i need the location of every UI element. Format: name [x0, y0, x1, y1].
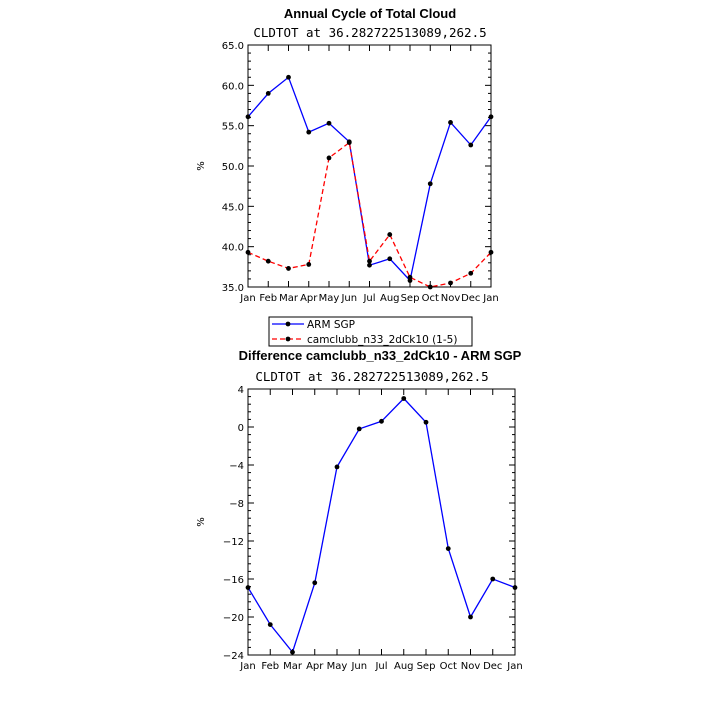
y-tick-label: 4 [238, 385, 244, 396]
chart-title: Annual Cycle of Total Cloud [284, 6, 456, 21]
y-tick-label: −24 [223, 651, 244, 662]
x-tick-label: Apr [300, 293, 318, 304]
x-tick-label: Dec [483, 661, 502, 672]
data-point [356, 426, 362, 432]
data-point [379, 418, 384, 424]
x-tick-label: May [319, 293, 340, 304]
y-tick-label: 65.0 [222, 41, 244, 52]
data-point [267, 622, 273, 627]
data-point [407, 274, 413, 280]
y-tick-label: 40.0 [222, 243, 244, 254]
data-point [367, 258, 372, 264]
data-point [334, 464, 340, 470]
x-tick-label: Jul [374, 661, 387, 672]
data-point [468, 614, 473, 620]
x-tick-label: Aug [394, 661, 414, 672]
data-point [490, 576, 496, 582]
x-tick-label: Oct [422, 293, 439, 304]
x-tick-label: Jan [239, 293, 255, 304]
x-tick-label: Feb [259, 293, 277, 304]
y-axis-label: % [196, 517, 207, 527]
x-tick-label: Mar [283, 661, 303, 672]
data-point [367, 262, 372, 268]
data-point [448, 280, 453, 286]
x-tick-label: Sep [401, 293, 420, 304]
data-point [387, 256, 393, 262]
chart-title: Difference camclubb_n33_2dCk10 - ARM SGP [239, 348, 522, 363]
data-point [387, 232, 393, 237]
x-tick-label: Apr [306, 661, 324, 672]
data-point [326, 120, 332, 126]
plot-frame [247, 44, 492, 288]
x-tick-label: May [327, 661, 348, 672]
data-point [468, 142, 474, 148]
y-axis-label: % [196, 161, 207, 171]
y-tick-label: 35.0 [222, 283, 244, 294]
legend-box [268, 316, 473, 347]
y-tick-label: −16 [223, 575, 244, 586]
y-tick-label: −20 [223, 613, 244, 624]
data-point [290, 649, 295, 655]
chart-subtitle: CLDTOT at 36.282722513089,262.5 [253, 25, 486, 40]
x-tick-label: Oct [440, 661, 457, 672]
legend-marker-camclubb [285, 336, 291, 342]
y-tick-label: 45.0 [222, 202, 244, 213]
legend-label-camclubb: camclubb_n33_2dCk10 (1-5) [307, 334, 457, 346]
data-point [401, 396, 407, 401]
plot-frame [247, 388, 516, 656]
chart-subtitle: CLDTOT at 36.282722513089,262.5 [255, 369, 488, 384]
y-tick-label: −12 [223, 537, 244, 548]
x-tick-label: Mar [279, 293, 299, 304]
data-point [346, 140, 352, 146]
legend-marker-arm-sgp [285, 321, 291, 327]
y-tick-label: 60.0 [222, 81, 244, 92]
data-point [265, 258, 271, 264]
annual-cycle-panel: Annual Cycle of Total Cloud CLDTOT at 36… [196, 6, 499, 304]
x-tick-label: Jul [362, 293, 375, 304]
y-tick-label: 55.0 [222, 122, 244, 133]
x-tick-label: Feb [261, 661, 279, 672]
series-line-0 [247, 397, 516, 654]
data-point [427, 181, 433, 187]
data-point [445, 546, 451, 551]
x-tick-label: Jan [506, 661, 522, 672]
x-tick-label: Aug [380, 293, 400, 304]
y-tick-label: 50.0 [222, 162, 244, 173]
data-point [423, 419, 429, 425]
y-tick-label: −4 [229, 461, 244, 472]
x-tick-label: Jan [482, 293, 498, 304]
x-tick-label: Jun [350, 661, 367, 672]
data-point [265, 91, 271, 96]
data-point [326, 155, 332, 161]
x-tick-label: Nov [461, 661, 481, 672]
x-tick-label: Sep [417, 661, 436, 672]
y-tick-label: −8 [229, 499, 244, 510]
x-tick-label: Jun [340, 293, 357, 304]
data-point [306, 262, 312, 267]
difference-panel: Difference camclubb_n33_2dCk10 - ARM SGP… [196, 348, 523, 672]
legend: ARM SGP camclubb_n33_2dCk10 (1-5) [268, 316, 473, 347]
x-tick-label: Nov [441, 293, 461, 304]
data-point [468, 270, 474, 276]
data-point [286, 266, 291, 271]
data-point [312, 580, 318, 586]
data-point [286, 74, 291, 80]
x-tick-label: Dec [461, 293, 480, 304]
data-point [306, 129, 312, 135]
x-tick-label: Jan [239, 661, 255, 672]
data-point [448, 120, 453, 125]
series-line-0 [247, 76, 492, 282]
legend-label-arm-sgp: ARM SGP [307, 319, 355, 331]
y-tick-label: 0 [238, 423, 244, 434]
